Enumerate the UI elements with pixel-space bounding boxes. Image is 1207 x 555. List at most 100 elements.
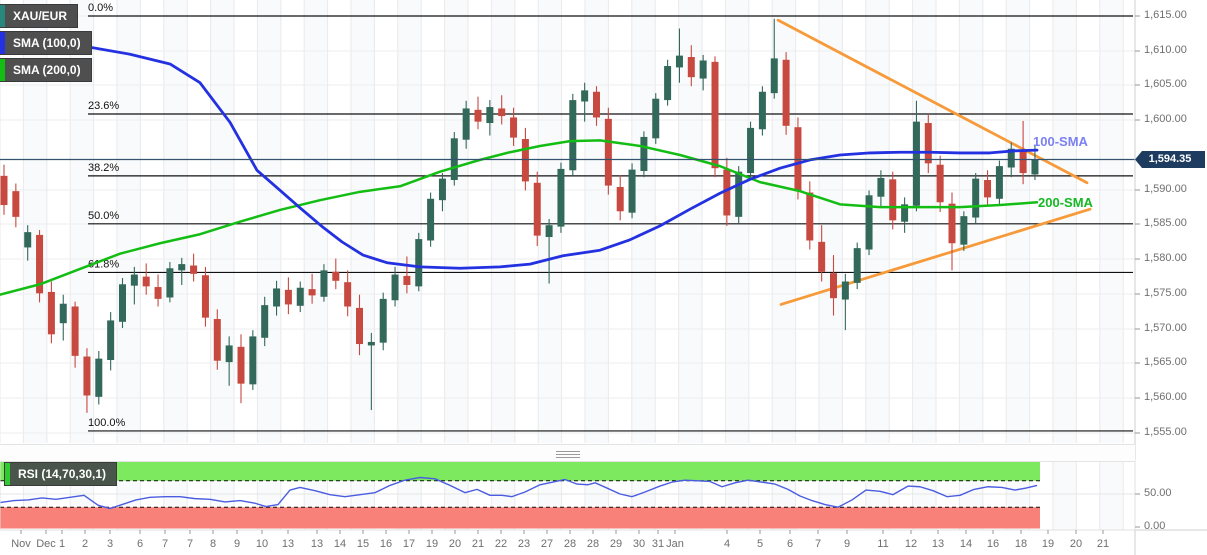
- grid-stripe: [1053, 461, 1077, 530]
- candle-body: [119, 284, 126, 322]
- candle-body: [581, 90, 589, 102]
- sma100-line[interactable]: [0, 41, 1039, 270]
- candle-body: [83, 356, 91, 396]
- grid-stripe: [257, 0, 281, 443]
- candle-body: [213, 319, 221, 361]
- time-tick-label: 13: [931, 538, 945, 550]
- candle-body: [379, 298, 387, 343]
- candle-body: [178, 264, 186, 271]
- rsi-tick-label: 50.00: [1144, 487, 1172, 499]
- grid-stripe: [444, 0, 468, 443]
- candle-body: [545, 225, 553, 238]
- candle-body: [249, 336, 257, 385]
- candle-body: [877, 177, 885, 197]
- time-tick-label: 18: [1014, 538, 1028, 550]
- candle-body: [699, 60, 707, 79]
- candle-body: [972, 178, 980, 218]
- candle-body: [747, 127, 755, 174]
- grid-stripe: [210, 0, 234, 443]
- candle-body: [166, 268, 174, 298]
- sma100-legend[interactable]: SMA (100,0): [0, 32, 91, 54]
- time-tick-label: 21: [471, 538, 485, 550]
- price-tick-label: 1,615.00: [1144, 9, 1187, 21]
- candle-body: [687, 57, 695, 78]
- candle-body: [806, 192, 814, 241]
- time-tick-label: 8: [209, 538, 217, 550]
- price-tick-label: 1,605.00: [1144, 78, 1187, 90]
- candle-body: [59, 303, 67, 324]
- time-tick-label: 9: [843, 538, 851, 550]
- candle-body: [474, 109, 482, 122]
- candle-body: [237, 346, 245, 384]
- time-tick-label: 29: [609, 538, 623, 550]
- candle-body: [995, 166, 1003, 199]
- pane-divider: [0, 444, 1135, 462]
- grid-stripe: [912, 0, 936, 443]
- candle-body: [498, 108, 506, 117]
- rsi-tick-label: 0.00: [1144, 520, 1166, 532]
- time-tick-label: 16: [986, 538, 1000, 550]
- sma100-tag: 100-SMA: [1033, 134, 1088, 149]
- candle-body: [1031, 159, 1039, 175]
- time-tick-label: 19: [1041, 538, 1055, 550]
- symbol-legend[interactable]: XAU/EUR: [0, 5, 78, 27]
- time-tick-label: 21: [1096, 538, 1110, 550]
- current-price-badge: 1,594.35: [1135, 151, 1205, 168]
- time-tick-label: 11: [877, 538, 889, 550]
- candle-body: [948, 203, 956, 244]
- grid-stripe: [865, 0, 890, 443]
- candle-body: [438, 178, 446, 201]
- candle-body: [47, 291, 55, 335]
- descending-resistance[interactable]: [776, 18, 1089, 185]
- candle-body: [261, 305, 269, 338]
- time-tick-label: 20: [448, 538, 462, 550]
- time-tick-label: 7: [814, 538, 822, 550]
- time-tick-label: Dec: [36, 538, 56, 550]
- candle-body: [12, 191, 20, 217]
- candle-body: [36, 234, 44, 294]
- candle-body: [675, 55, 683, 68]
- rsi-overbought-band: [0, 461, 1040, 481]
- price-tick-label: 1,565.00: [1144, 356, 1187, 368]
- grid-stripe: [397, 0, 422, 443]
- grid-stripe: [538, 0, 562, 443]
- candle-body: [225, 345, 233, 363]
- grid-stripe: [1099, 0, 1124, 443]
- candle-body: [403, 275, 411, 285]
- candle-body: [462, 108, 470, 140]
- rsi-legend[interactable]: RSI (14,70,30,1): [5, 463, 117, 485]
- price-tick-label: 1,580.00: [1144, 252, 1187, 264]
- sma200-line[interactable]: [0, 139, 1039, 296]
- price-tick-label: 1,555.00: [1144, 426, 1187, 438]
- candle-body: [593, 91, 600, 118]
- candle-body: [356, 307, 363, 345]
- candle-body: [865, 195, 873, 250]
- candle-body: [616, 186, 624, 212]
- candle-body: [427, 198, 435, 241]
- candle-body: [628, 169, 636, 213]
- time-tick-label: 1: [58, 538, 66, 550]
- time-tick-label: 10: [255, 538, 269, 550]
- candle-body: [486, 107, 494, 124]
- time-tick-label: 4: [723, 538, 731, 550]
- candle-body: [853, 248, 861, 283]
- time-tick-label: 17: [402, 538, 416, 550]
- pane-resize-grip[interactable]: [556, 449, 580, 458]
- time-tick-label: 19: [425, 538, 439, 550]
- sma200-legend-label: SMA (200,0): [13, 63, 81, 77]
- candle-body: [332, 271, 340, 281]
- time-tick-label: 27: [540, 538, 554, 550]
- candle-body: [320, 270, 328, 297]
- sma200-tag: 200-SMA: [1038, 195, 1093, 210]
- fib-label: 0.0%: [88, 2, 113, 14]
- candle-body: [841, 281, 849, 300]
- time-tick-label: 14: [959, 538, 973, 550]
- candle-body: [367, 341, 375, 346]
- candle-body: [296, 287, 304, 306]
- time-tick-label: 7: [186, 538, 194, 550]
- fib-label: 61.8%: [88, 258, 119, 270]
- time-tick-label: 20: [1069, 538, 1083, 550]
- sma200-legend[interactable]: SMA (200,0): [0, 59, 91, 81]
- time-tick-label: Jan: [666, 538, 684, 550]
